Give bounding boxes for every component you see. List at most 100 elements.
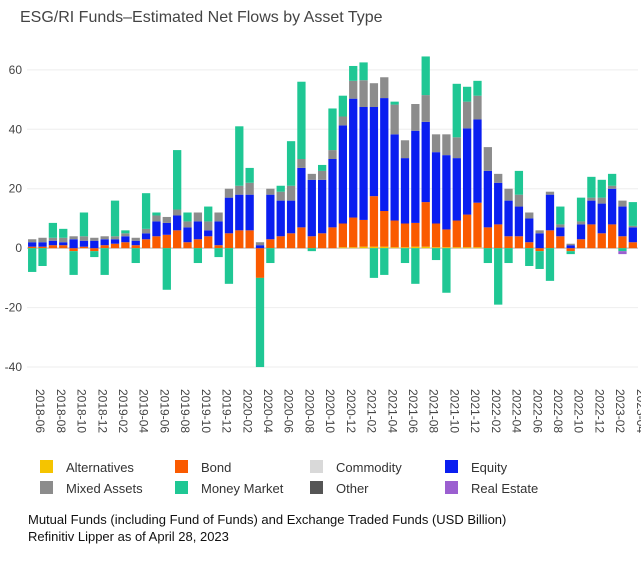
bar-segment xyxy=(266,194,275,240)
bar-segment xyxy=(245,230,254,249)
bar-segment xyxy=(204,230,213,237)
bar-segment xyxy=(628,242,637,249)
bar-segment xyxy=(214,212,223,222)
bar-segment xyxy=(369,83,379,107)
bar-segment xyxy=(162,234,171,249)
bar-segment xyxy=(286,141,296,186)
bar-segment xyxy=(141,193,151,229)
bar-segment xyxy=(535,230,544,234)
note: Mutual Funds (including Fund of Funds) a… xyxy=(28,512,506,527)
bar-segment xyxy=(235,185,244,195)
bar-segment xyxy=(152,221,161,237)
bar-segment xyxy=(566,245,575,249)
bar-segment xyxy=(545,191,555,195)
bar-segment xyxy=(79,246,89,249)
bar-segment xyxy=(442,247,451,249)
legend-swatch xyxy=(40,460,53,473)
bar-segment xyxy=(525,242,534,249)
legend-label: Commodity xyxy=(336,460,402,475)
x-tick-label: 2018-06 xyxy=(33,389,47,433)
x-tick-label: 2019-10 xyxy=(199,389,213,433)
bar-segment xyxy=(535,248,544,252)
bar-segment xyxy=(359,219,368,247)
bar-segment xyxy=(152,236,161,249)
bar-segment xyxy=(297,227,306,249)
bar-segment xyxy=(607,173,617,186)
bar-segment xyxy=(286,185,296,201)
bar-segment xyxy=(628,225,637,228)
bar-segment xyxy=(110,243,120,249)
bar-segment xyxy=(390,247,399,249)
bar-segment xyxy=(328,150,337,159)
bar-segment xyxy=(483,147,492,171)
bar-segment xyxy=(131,240,140,246)
bar-segment xyxy=(307,173,316,180)
bar-segment xyxy=(90,248,99,252)
bar-segment xyxy=(204,236,213,249)
bar-segment xyxy=(618,251,627,255)
x-tick-label: 2019-06 xyxy=(157,389,171,433)
x-tick-label: 2018-08 xyxy=(54,389,68,433)
bar-segment xyxy=(607,188,617,225)
bar-segment xyxy=(607,185,617,189)
bar-segment xyxy=(566,248,575,252)
bar-segment xyxy=(359,62,368,81)
bar-segment xyxy=(514,236,524,249)
bar-segment xyxy=(214,221,223,246)
bar-segment xyxy=(152,215,161,222)
bar-segment xyxy=(452,83,461,138)
x-tick-label: 2021-10 xyxy=(447,389,461,433)
bar-segment xyxy=(504,236,513,249)
bar-segment xyxy=(597,233,606,249)
bar-segment xyxy=(359,80,368,107)
bar-segment xyxy=(587,197,596,201)
bar-segment xyxy=(173,209,182,216)
bar-segment xyxy=(494,182,503,225)
bar-segment xyxy=(245,182,254,195)
bar-segment xyxy=(380,77,389,99)
bar-segment xyxy=(628,202,637,226)
bar-segment xyxy=(276,185,285,192)
bar-segment xyxy=(587,224,596,249)
bar-segment xyxy=(255,248,265,278)
legend-swatch xyxy=(310,460,323,473)
bar-segment xyxy=(338,247,347,249)
bar-segment xyxy=(576,221,586,225)
bar-segment xyxy=(235,194,244,231)
x-tick-label: 2020-12 xyxy=(344,389,358,433)
bar-segment xyxy=(131,245,140,249)
bar-segment xyxy=(193,239,203,249)
bar-segment xyxy=(286,200,296,234)
bar-segment xyxy=(69,251,78,275)
chart-title: ESG/RI Funds–Estimated Net Flows by Asse… xyxy=(20,9,383,26)
bar-segment xyxy=(328,227,337,249)
bar-segment xyxy=(576,239,586,249)
bar-segment xyxy=(173,215,182,231)
bar-segment xyxy=(618,248,627,252)
bar-segment xyxy=(390,134,399,221)
bar-segment xyxy=(462,101,472,129)
bar-segment xyxy=(183,221,192,228)
legend-swatch xyxy=(40,481,53,494)
bar-segment xyxy=(266,239,275,249)
bar-segment xyxy=(473,119,482,203)
bar-segment xyxy=(349,80,358,99)
bar-segment xyxy=(38,248,47,266)
bar-segment xyxy=(90,237,99,241)
bar-segment xyxy=(390,104,399,135)
bar-segment xyxy=(442,155,451,230)
bar-segment xyxy=(452,247,461,249)
y-tick-label: -40 xyxy=(5,360,23,374)
bar-segment xyxy=(286,233,296,249)
bar-segment xyxy=(59,242,68,246)
y-tick-label: -20 xyxy=(5,301,23,315)
bar-segment xyxy=(494,173,503,183)
bar-segment xyxy=(400,248,410,264)
x-tick-label: 2021-02 xyxy=(365,389,379,433)
bar-segment xyxy=(162,248,171,290)
bar-segment xyxy=(224,248,234,284)
bar-segment xyxy=(69,239,78,249)
x-tick-label: 2022-10 xyxy=(572,389,586,433)
bar-segment xyxy=(131,237,140,241)
